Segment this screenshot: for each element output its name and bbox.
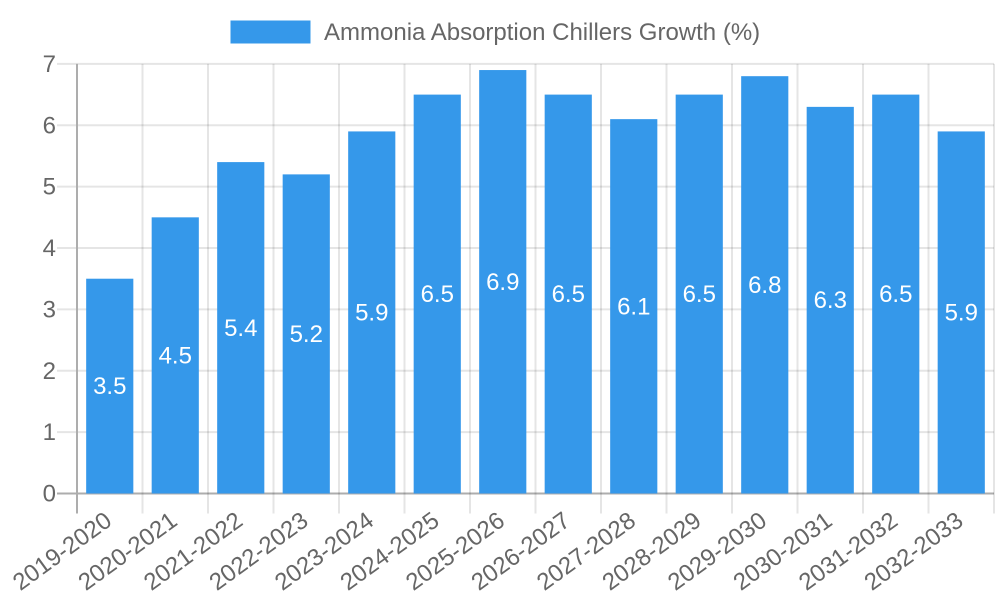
svg-text:4.5: 4.5: [159, 342, 192, 369]
svg-text:5.9: 5.9: [945, 299, 978, 326]
svg-text:6.5: 6.5: [683, 281, 716, 308]
svg-text:6.1: 6.1: [617, 293, 650, 320]
svg-text:6.5: 6.5: [879, 281, 912, 308]
svg-text:5.9: 5.9: [355, 299, 388, 326]
svg-text:7: 7: [43, 51, 56, 78]
svg-text:6.5: 6.5: [421, 281, 454, 308]
svg-text:1: 1: [43, 419, 56, 446]
svg-text:6.9: 6.9: [486, 269, 519, 296]
svg-text:6: 6: [43, 112, 56, 139]
svg-text:3: 3: [43, 296, 56, 323]
svg-text:6.8: 6.8: [748, 272, 781, 299]
svg-text:6.5: 6.5: [552, 281, 585, 308]
svg-text:Ammonia Absorption Chillers Gr: Ammonia Absorption Chillers Growth (%): [324, 19, 760, 46]
svg-text:0: 0: [43, 481, 56, 508]
svg-text:6.3: 6.3: [814, 287, 847, 314]
svg-text:5.4: 5.4: [224, 315, 257, 342]
svg-text:2: 2: [43, 358, 56, 385]
svg-text:4: 4: [43, 235, 56, 262]
svg-text:5: 5: [43, 174, 56, 201]
svg-text:3.5: 3.5: [93, 373, 126, 400]
svg-text:5.2: 5.2: [290, 321, 323, 348]
